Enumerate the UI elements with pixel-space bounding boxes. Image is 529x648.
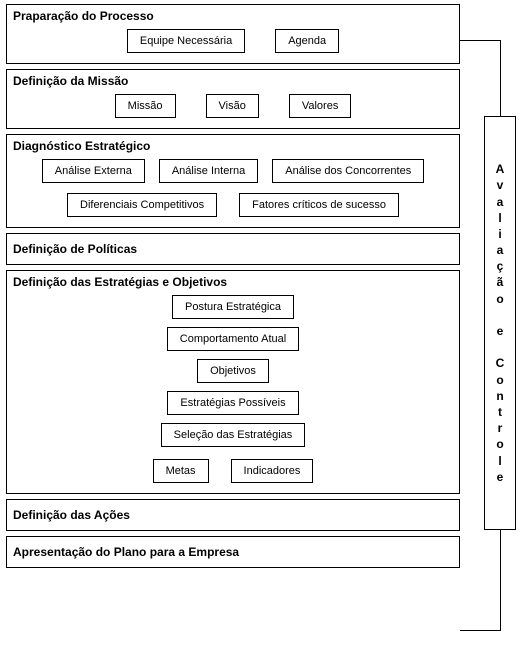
box-objetivos: Objetivos [197,359,269,383]
box-valores: Valores [289,94,351,118]
box-metas: Metas [153,459,209,483]
phase-acoes: Definição das Ações [6,499,460,531]
box-equipe: Equipe Necessária [127,29,245,53]
phase-title: Praparação do Processo [13,9,453,23]
box-agenda: Agenda [275,29,339,53]
box-stack: Postura Estratégica Comportamento Atual … [13,295,453,483]
box-fatores: Fatores críticos de sucesso [239,193,399,217]
box-row: Diferenciais Competitivos Fatores crític… [13,193,453,217]
phase-diagnostico: Diagnóstico Estratégico Análise Externa … [6,134,460,228]
box-analise-externa: Análise Externa [42,159,145,183]
box-selecao: Seleção das Estratégias [161,423,306,447]
phase-preparacao: Praparação do Processo Equipe Necessária… [6,4,460,64]
box-row: Equipe Necessária Agenda [13,29,453,53]
box-estrategias-possiveis: Estratégias Possíveis [167,391,298,415]
phase-missao: Definição da Missão Missão Visão Valores [6,69,460,129]
box-row: Missão Visão Valores [13,94,453,118]
phase-estrategias: Definição das Estratégias e Objetivos Po… [6,270,460,494]
box-visao: Visão [206,94,259,118]
connector-line [500,530,501,630]
box-indicadores: Indicadores [231,459,314,483]
phase-title: Definição das Ações [13,508,453,522]
box-analise-interna: Análise Interna [159,159,258,183]
phase-title: Apresentação do Plano para a Empresa [13,545,453,559]
phase-title: Definição das Estratégias e Objetivos [13,275,453,289]
box-comportamento: Comportamento Atual [167,327,299,351]
phase-title: Definição da Missão [13,74,453,88]
connector-line [460,630,501,631]
phase-apresentacao: Apresentação do Plano para a Empresa [6,536,460,568]
box-row: Análise Externa Análise Interna Análise … [13,159,453,183]
phase-politicas: Definição de Políticas [6,233,460,265]
connector-line [460,40,500,41]
connector-line [500,40,501,116]
box-postura: Postura Estratégica [172,295,294,319]
side-box-avaliacao-controle: Avaliação e Controle [484,116,516,530]
phase-title: Definição de Políticas [13,242,453,256]
box-row: Metas Indicadores [153,459,314,483]
phase-title: Diagnóstico Estratégico [13,139,453,153]
box-analise-concorrentes: Análise dos Concorrentes [272,159,424,183]
box-missao: Missão [115,94,176,118]
phase-column: Praparação do Processo Equipe Necessária… [6,4,460,573]
box-diferenciais: Diferenciais Competitivos [67,193,217,217]
